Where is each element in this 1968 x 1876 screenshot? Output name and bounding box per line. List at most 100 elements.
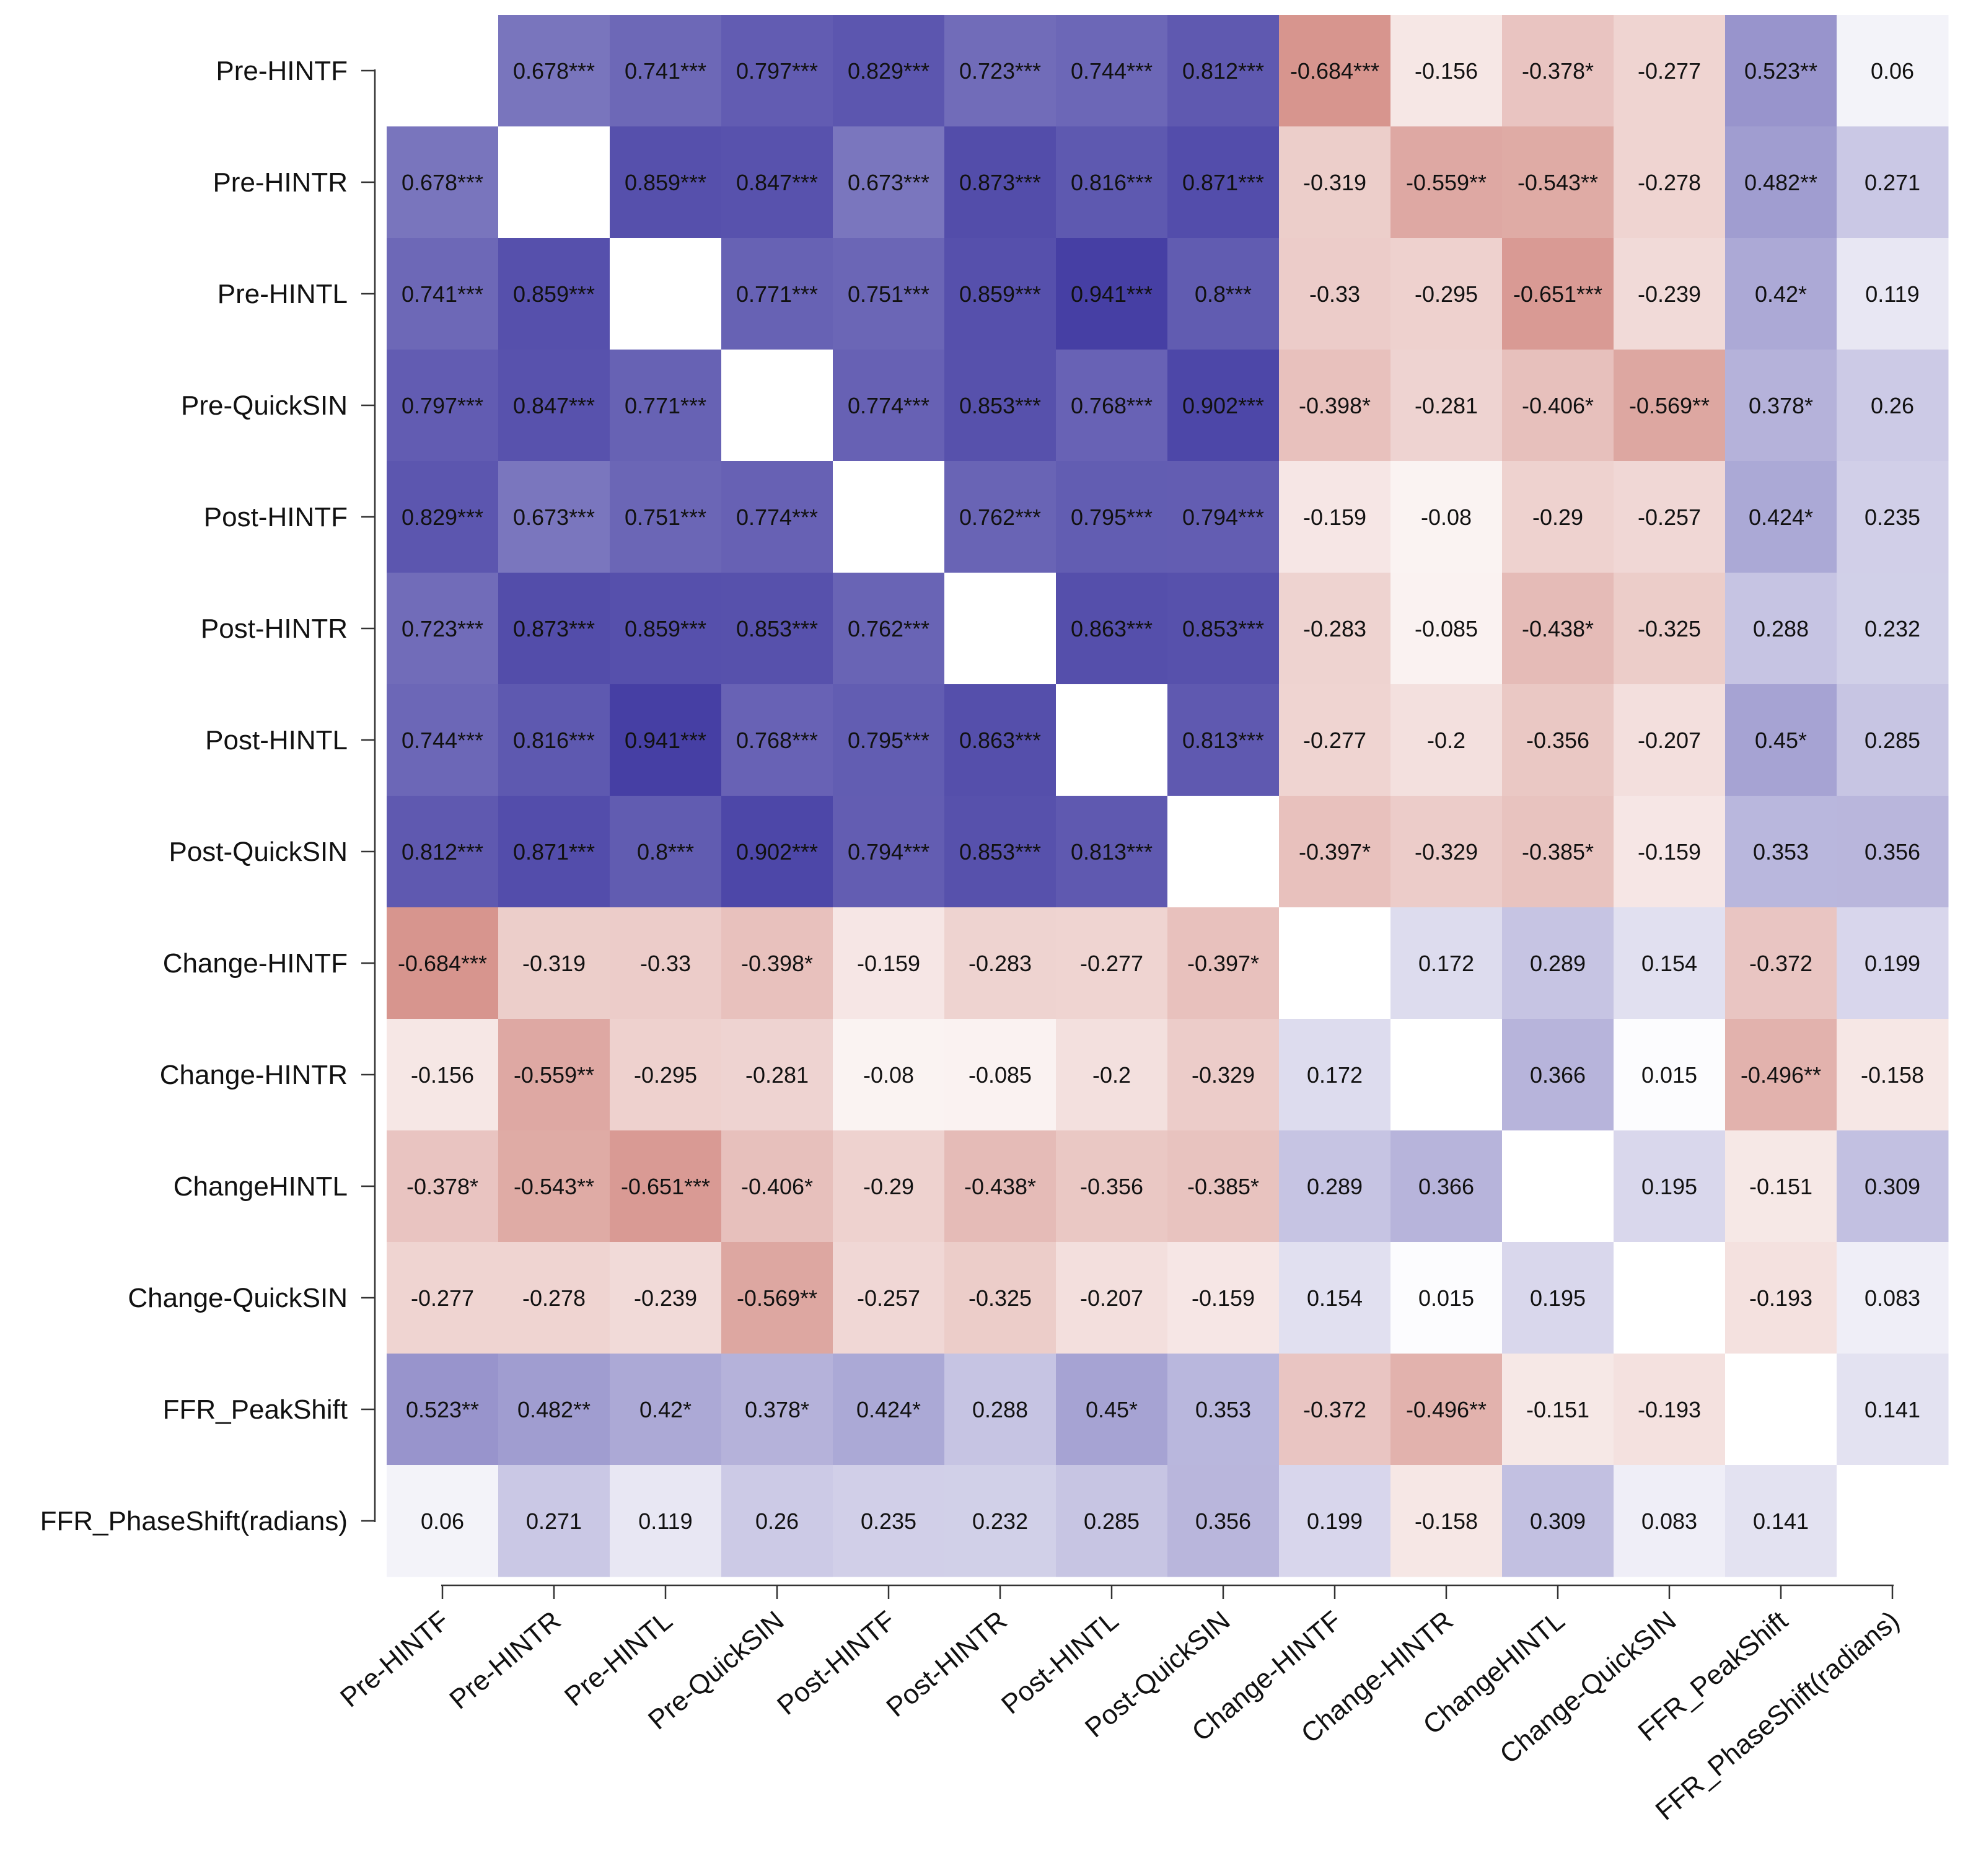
cell-value-label: -0.158 [1415,1508,1478,1534]
heatmap-cell-9-2 [610,1019,722,1131]
cell-value-label: 0.232 [1865,616,1920,641]
heatmap-cell-0-0 [387,15,499,127]
cell-value-label: -0.156 [411,1062,474,1088]
cell-value-label: 0.847*** [513,393,595,418]
heatmap-cell-2-0 [387,238,499,350]
heatmap-cell-5-5 [944,573,1056,685]
heatmap-cell-10-1 [498,1130,610,1243]
cell-value-label: -0.29 [863,1174,914,1199]
cell-value-label: 0.812*** [1182,58,1264,84]
heatmap-cell-7-2 [610,796,722,908]
cell-value-label: 0.941*** [625,728,706,753]
heatmap-cell-12-8 [1279,1354,1391,1466]
heatmap-cell-9-6 [1056,1019,1168,1131]
cell-value-label: -0.151 [1749,1174,1812,1199]
heatmap-cell-5-10 [1502,573,1614,685]
heatmap-cell-4-12 [1725,461,1837,573]
cell-value-label: -0.684*** [398,951,487,976]
heatmap-cell-4-0 [387,461,499,573]
heatmap-cell-11-7 [1167,1242,1280,1354]
heatmap-cell-10-8 [1279,1130,1391,1243]
heatmap-cell-1-6 [1056,126,1168,239]
row-label-pre-hintr: Pre-HINTR [213,167,348,198]
heatmap-cell-6-7 [1167,684,1280,796]
cell-value-label: 0.8*** [637,839,694,865]
cell-value-label: -0.295 [634,1062,697,1088]
heatmap-cell-3-5 [944,350,1056,462]
heatmap-cell-6-10 [1502,684,1614,796]
cell-value-label: 0.768*** [736,728,818,753]
cell-value-label: 0.941*** [1071,281,1153,307]
heatmap-cell-1-8 [1279,126,1391,239]
heatmap-cell-6-11 [1614,684,1726,796]
heatmap-cell-6-3 [721,684,833,796]
cell-value-label: 0.232 [972,1508,1028,1534]
cell-value-label: -0.651*** [621,1174,710,1199]
cell-value-label: 0.172 [1418,951,1474,976]
heatmap-cell-5-9 [1390,573,1503,685]
cell-value-label: 0.794*** [848,839,929,865]
cell-value-label: -0.158 [1861,1062,1924,1088]
heatmap-cell-1-10 [1502,126,1614,239]
heatmap-cell-10-0 [387,1130,499,1243]
heatmap-cell-13-0 [387,1465,499,1577]
heatmap-cell-1-13 [1837,126,1949,239]
cell-value-label: 0.195 [1641,1174,1697,1199]
column-label-pre-hintf: Pre-HINTF [335,1605,455,1713]
row-label-pre-quicksin: Pre-QuickSIN [181,390,348,421]
cell-value-label: 0.424* [856,1397,921,1422]
heatmap-cell-5-8 [1279,573,1391,685]
cell-value-label: 0.723*** [402,616,483,641]
cell-value-label: -0.2 [1427,728,1465,753]
cell-value-label: 0.741*** [402,281,483,307]
cell-value-label: -0.406* [741,1174,813,1199]
heatmap-cell-9-4 [833,1019,945,1131]
cell-value-label: -0.356 [1080,1174,1143,1199]
cell-value-label: -0.385* [1187,1174,1259,1199]
cell-value-label: 0.751*** [848,281,929,307]
cell-value-label: -0.372 [1303,1397,1366,1422]
cell-value-label: -0.239 [634,1285,697,1311]
cell-value-label: 0.378* [745,1397,809,1422]
heatmap-cell-12-6 [1056,1354,1168,1466]
heatmap-cell-8-9 [1390,907,1503,1019]
heatmap-cell-5-11 [1614,573,1726,685]
heatmap-cell-2-6 [1056,238,1168,350]
heatmap-cell-12-5 [944,1354,1056,1466]
cell-value-label: -0.257 [1638,504,1701,530]
cell-value-label: -0.207 [1638,728,1701,753]
heatmap-cell-13-10 [1502,1465,1614,1577]
column-label-pre-hintr: Pre-HINTR [444,1605,566,1715]
heatmap-cell-1-2 [610,126,722,239]
heatmap-cell-11-5 [944,1242,1056,1354]
heatmap-cell-2-12 [1725,238,1837,350]
heatmap-cell-4-10 [1502,461,1614,573]
heatmap-cell-2-9 [1390,238,1503,350]
cell-value-label: 0.744*** [1071,58,1153,84]
cell-value-label: 0.771*** [625,393,706,418]
cell-value-label: 0.482** [517,1397,591,1422]
cell-value-label: 0.154 [1641,951,1697,976]
cell-value-label: -0.651*** [1513,281,1602,307]
heatmap-cell-13-7 [1167,1465,1280,1577]
heatmap-cell-1-3 [721,126,833,239]
row-label-change-hintr: Change-HINTR [160,1060,348,1090]
heatmap-cell-13-11 [1614,1465,1726,1577]
cell-value-label: 0.813*** [1071,839,1153,865]
heatmap-cell-12-3 [721,1354,833,1466]
cell-value-label: 0.119 [638,1508,692,1534]
cell-value-label: 0.741*** [625,58,706,84]
cell-value-label: 0.795*** [848,728,929,753]
cell-value-label: -0.08 [863,1062,914,1088]
cell-value-label: -0.496** [1741,1062,1821,1088]
cell-value-label: 0.902*** [736,839,818,865]
cell-value-label: -0.325 [969,1285,1032,1311]
heatmap-cell-5-0 [387,573,499,685]
cell-value-label: -0.496** [1406,1397,1487,1422]
cell-value-label: -0.278 [1638,170,1701,195]
heatmap-cell-5-6 [1056,573,1168,685]
heatmap-cell-12-1 [498,1354,610,1466]
heatmap-cell-6-2 [610,684,722,796]
cell-value-label: 0.288 [972,1397,1028,1422]
cell-value-label: 0.378* [1749,393,1813,418]
